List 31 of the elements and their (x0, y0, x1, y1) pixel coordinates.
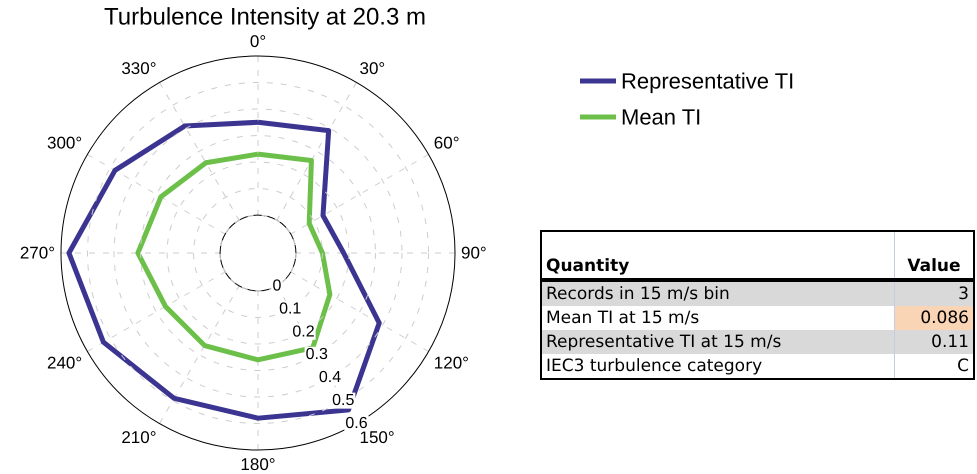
spoke-label: 210° (121, 428, 156, 447)
spoke-label: 0° (250, 32, 266, 51)
legend-label: Representative TI (621, 68, 794, 94)
y-tick-label: 0.2 (292, 323, 315, 340)
text: 3 (894, 280, 974, 306)
y-tick-label: 0 (272, 277, 282, 294)
y-tick-label: 0.1 (279, 300, 302, 318)
y-tick-label: 0.3 (306, 346, 328, 364)
spoke-label: 90° (461, 244, 487, 262)
text: Representative TI at 15 m/s (541, 330, 894, 354)
y-tick-label: 0.5 (332, 392, 354, 410)
spoke-label: 120° (434, 354, 469, 372)
spoke-label: 270° (20, 244, 55, 262)
text: 0.086 (894, 306, 974, 330)
spoke-label: 240° (47, 354, 82, 372)
spoke-label: 300° (47, 134, 82, 152)
spoke-label: 330° (121, 59, 156, 78)
y-tick-label: 0.4 (318, 369, 342, 386)
legend-label: Mean TI (621, 104, 702, 130)
spoke-label: 60° (434, 134, 460, 152)
spoke-label: 30° (360, 59, 386, 78)
text: C (894, 354, 974, 379)
spoke-label: 180° (240, 455, 276, 474)
text: IEC3 turbulence category (545, 355, 764, 378)
text: Mean TI at 15 m/s (545, 307, 700, 330)
chart-title: Turbulence Intensity at 20.3 m (104, 4, 426, 30)
text: Quantity (541, 231, 894, 280)
text: Records in 15 m/s bin (541, 280, 894, 306)
text: 0.11 (894, 330, 974, 354)
text: Value (894, 231, 974, 280)
y-tick-label: 0.6 (345, 415, 368, 432)
